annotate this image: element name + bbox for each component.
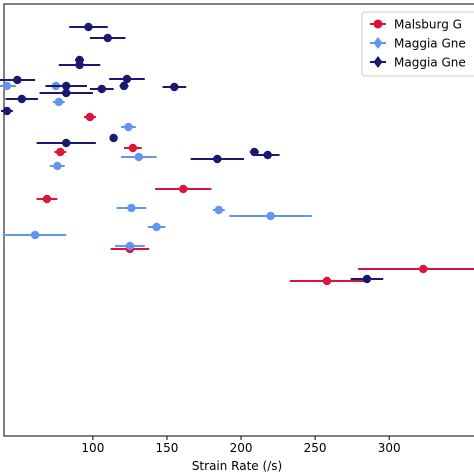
data-point <box>30 230 40 240</box>
x-axis-ticks: 100 150 200 250 300 <box>81 436 401 455</box>
data-point <box>42 194 52 204</box>
data-point <box>54 97 64 107</box>
data-point <box>263 150 272 160</box>
data-point <box>2 81 12 91</box>
data-point <box>122 74 132 84</box>
data-point <box>84 22 93 32</box>
data-point <box>62 88 71 98</box>
data-point <box>266 211 275 221</box>
data-point <box>2 106 12 116</box>
data-points <box>0 22 474 286</box>
data-point <box>152 222 161 232</box>
data-point <box>17 94 26 104</box>
x-tick-label: 250 <box>304 441 327 455</box>
x-tick-label: 200 <box>230 441 253 455</box>
x-axis-label: Strain Rate (/s) <box>192 459 282 473</box>
data-point <box>125 241 135 251</box>
data-point <box>85 112 95 122</box>
data-point <box>134 152 144 162</box>
data-point <box>128 143 138 153</box>
data-point <box>127 203 136 213</box>
data-point <box>213 154 222 164</box>
data-point <box>179 184 188 194</box>
legend-label: Maggia Gne <box>394 56 466 70</box>
legend-marker-diamond <box>373 56 383 68</box>
data-point <box>214 205 224 215</box>
legend-label: Malsburg G <box>394 18 462 32</box>
data-point <box>170 82 179 92</box>
legend-marker-circle <box>373 19 383 29</box>
legend-label: Maggia Gne <box>394 37 466 51</box>
data-point <box>419 264 428 274</box>
data-point <box>13 75 22 85</box>
data-point <box>103 33 112 43</box>
data-point <box>124 122 133 132</box>
data-point <box>97 84 106 94</box>
data-point <box>62 81 71 91</box>
data-point <box>119 81 129 91</box>
x-tick-label: 150 <box>156 441 179 455</box>
data-point <box>109 133 118 143</box>
x-tick-label: 100 <box>81 441 104 455</box>
data-point <box>75 60 84 70</box>
legend: Malsburg G Maggia Gne Maggia Gne <box>361 11 474 77</box>
data-point <box>53 161 62 171</box>
x-tick-label: 300 <box>378 441 401 455</box>
data-point <box>322 276 332 286</box>
data-point <box>56 147 65 157</box>
data-point <box>362 274 372 284</box>
legend-box <box>361 11 474 77</box>
data-point <box>62 138 71 148</box>
legend-marker-diamond <box>373 37 383 49</box>
